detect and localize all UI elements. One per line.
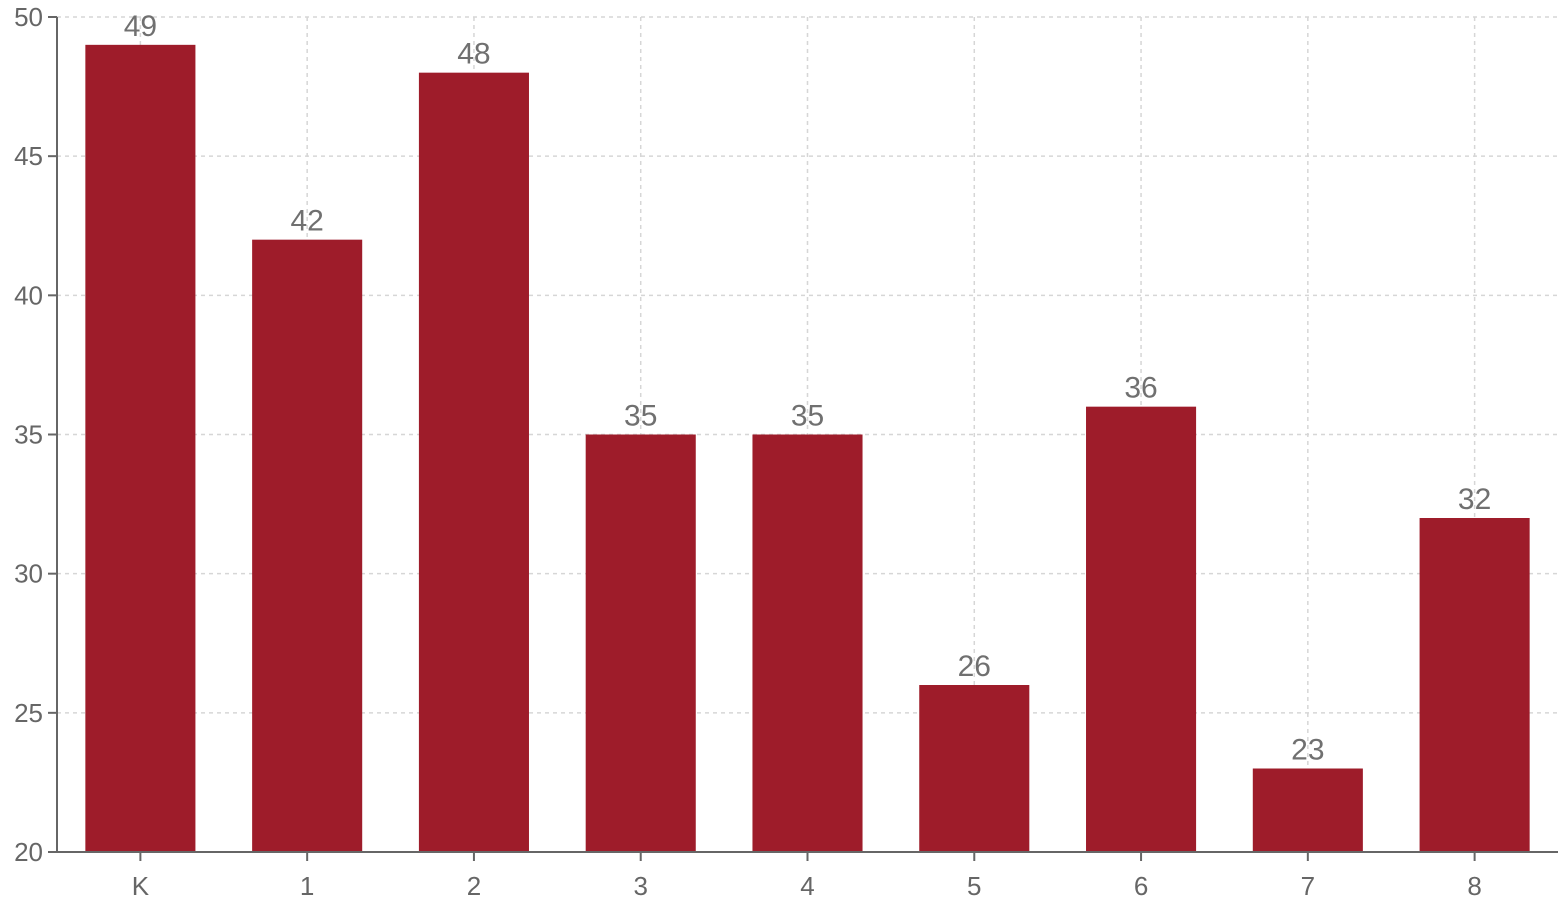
bar-3 (585, 434, 696, 852)
x-tick-label-K: K (132, 871, 150, 899)
bar-K (85, 44, 196, 853)
bar-1 (252, 239, 363, 852)
bar-8 (1419, 518, 1530, 852)
x-tick-label-3: 3 (633, 871, 647, 899)
x-tick-label-6: 6 (1134, 871, 1148, 899)
data-label-3: 35 (624, 400, 657, 433)
bars-layer (85, 44, 1530, 853)
data-label-4: 35 (791, 400, 824, 433)
y-tick-label: 30 (14, 559, 43, 589)
x-tick-label-7: 7 (1301, 871, 1315, 899)
data-label-5: 26 (958, 650, 991, 683)
bar-4 (752, 434, 863, 852)
data-label-2: 48 (457, 38, 490, 71)
data-label-8: 32 (1458, 483, 1491, 516)
data-label-K: 49 (124, 10, 157, 43)
y-tick-label: 50 (14, 2, 43, 32)
y-tick-label: 40 (14, 280, 43, 310)
x-tick-label-1: 1 (300, 871, 314, 899)
y-tick-label: 25 (14, 698, 43, 728)
bar-5 (919, 685, 1030, 852)
data-labels-layer: 49 42 48 35 35 26 36 23 32 (124, 10, 1492, 767)
bar-7 (1252, 768, 1363, 852)
x-tick-label-8: 8 (1467, 871, 1481, 899)
x-tick-label-2: 2 (467, 871, 481, 899)
y-tick-label: 35 (14, 420, 43, 450)
y-tick-label: 45 (14, 141, 43, 171)
bar-2 (418, 72, 529, 852)
data-label-7: 23 (1291, 734, 1324, 767)
x-tick-label-4: 4 (800, 871, 814, 899)
data-label-1: 42 (290, 205, 323, 238)
y-tick-label: 20 (14, 837, 43, 867)
x-tick-label-5: 5 (967, 871, 981, 899)
data-label-6: 36 (1124, 372, 1157, 405)
bar-6 (1086, 406, 1197, 852)
